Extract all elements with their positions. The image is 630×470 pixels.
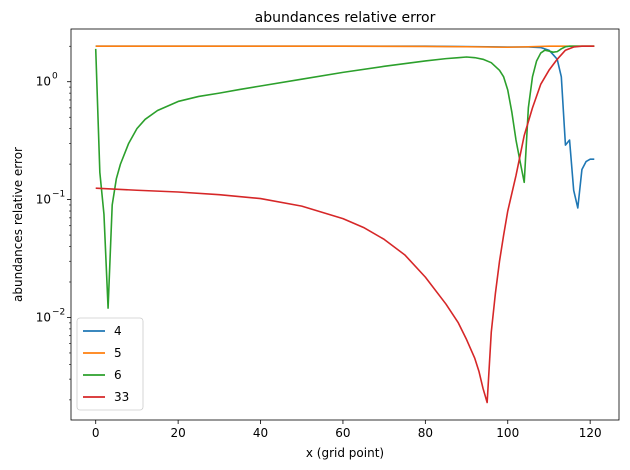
x-axis: 0 20 40 60 80 100 120 [92,420,602,440]
y-tick-label: 10 [36,310,51,324]
legend-label-6: 6 [114,368,122,382]
x-tick-label: 120 [579,426,602,440]
x-tick-label: 80 [418,426,433,440]
series-layer [94,45,595,404]
x-tick-label: 20 [170,426,185,440]
chart-title: abundances relative error [255,10,436,26]
series-line-5 [95,45,595,49]
legend: 4 5 6 33 [76,317,144,411]
plot-frame [70,28,620,421]
legend-label-4: 4 [114,324,122,338]
legend-label-33: 33 [114,390,129,404]
series-line-4 [95,45,595,209]
y-tick-label: 10 [36,193,51,207]
plot-area [70,28,620,421]
series-line-33 [95,45,595,404]
y-axis-label: abundances relative error [11,147,25,302]
x-tick-label: 100 [496,426,519,440]
legend-label-5: 5 [114,346,122,360]
x-tick-label: 60 [335,426,350,440]
x-tick-label: 0 [92,426,100,440]
legend-box [76,317,144,411]
y-tick-exponent: 0 [52,72,58,82]
series-line-6 [94,45,595,309]
y-tick-exponent: −2 [52,307,65,317]
y-tick-exponent: −1 [52,190,65,200]
x-axis-label: x (grid point) [306,446,384,460]
y-tick-label: 10 [36,75,51,89]
x-tick-label: 40 [253,426,268,440]
